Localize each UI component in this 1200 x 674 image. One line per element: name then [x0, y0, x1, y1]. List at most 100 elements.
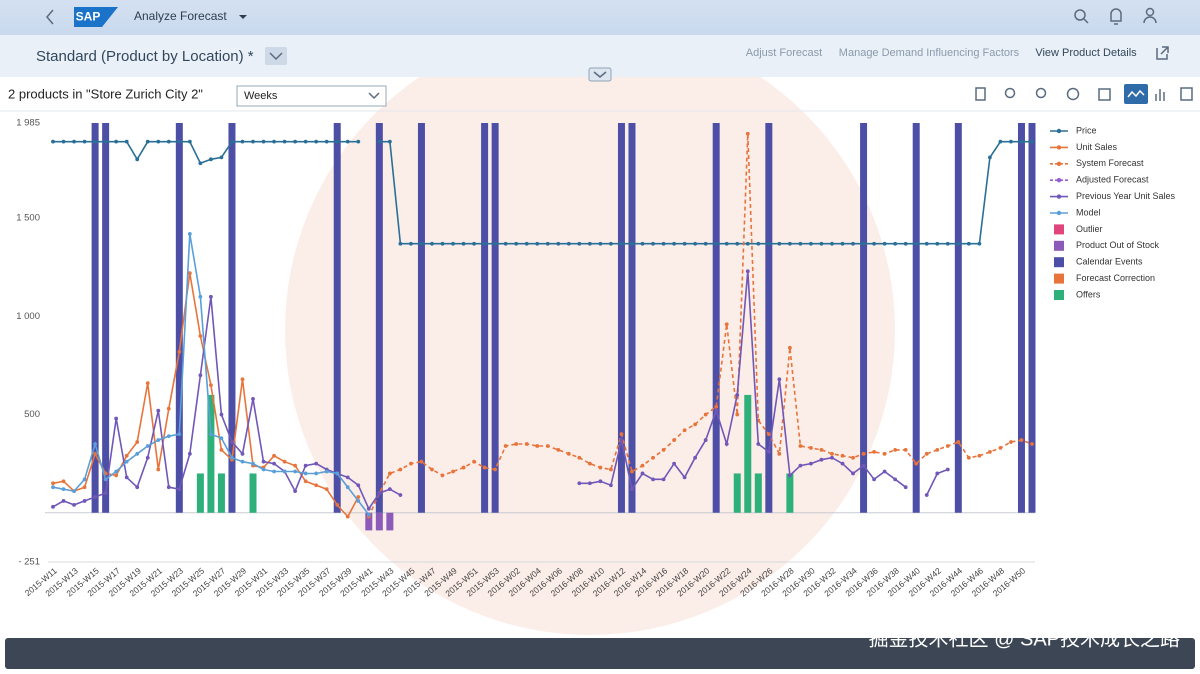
point — [882, 241, 887, 246]
point — [366, 506, 371, 511]
period-value: Weeks — [244, 90, 278, 102]
point — [440, 473, 445, 478]
bar — [491, 123, 499, 513]
point — [640, 471, 645, 476]
legend-dot — [1056, 194, 1062, 199]
point — [714, 404, 719, 409]
point — [787, 345, 792, 350]
point — [135, 485, 140, 490]
point — [619, 438, 624, 442]
point — [345, 514, 350, 519]
action-link[interactable]: View Product Details — [1035, 47, 1137, 59]
search-icon[interactable] — [1074, 9, 1086, 21]
bar — [765, 123, 773, 513]
point — [366, 512, 371, 517]
point — [872, 477, 876, 482]
point — [251, 139, 255, 144]
app-title[interactable]: Analyze Forecast — [134, 9, 227, 23]
point — [209, 157, 213, 162]
user-icon[interactable] — [1145, 7, 1155, 17]
zoom-out[interactable] — [1035, 87, 1047, 99]
point — [356, 483, 361, 488]
point — [493, 467, 498, 472]
point — [124, 459, 129, 464]
point — [219, 412, 224, 417]
variant-button[interactable] — [265, 47, 287, 65]
point — [251, 461, 255, 466]
point — [230, 440, 234, 444]
point — [598, 241, 603, 246]
point — [935, 447, 940, 452]
point — [303, 139, 308, 144]
point — [335, 139, 340, 144]
zoom-in[interactable] — [1004, 87, 1016, 99]
point — [672, 241, 676, 246]
legend-label: System Forecast — [1076, 158, 1144, 168]
point — [240, 139, 245, 144]
point — [166, 485, 171, 490]
legend-dot — [1056, 161, 1062, 166]
back-button[interactable] — [46, 9, 54, 25]
point — [303, 463, 308, 468]
point — [798, 444, 803, 448]
legend-dot — [1056, 178, 1062, 183]
point — [619, 241, 624, 246]
action-link[interactable]: Adjust Forecast — [746, 47, 822, 59]
point — [124, 475, 129, 480]
line-view-button[interactable] — [1124, 84, 1148, 104]
table-toggle[interactable] — [975, 87, 986, 101]
point — [272, 469, 276, 474]
share-icon[interactable] — [1156, 46, 1169, 60]
point — [103, 139, 108, 144]
point — [630, 487, 634, 492]
point — [187, 139, 192, 144]
variant-title[interactable]: Standard (Product by Location) * — [36, 48, 254, 65]
period-select[interactable] — [236, 85, 387, 107]
point — [640, 463, 645, 468]
point — [966, 241, 971, 246]
title-dropdown[interactable] — [239, 15, 247, 19]
point — [672, 461, 676, 466]
point — [356, 499, 361, 503]
bell-icon[interactable] — [1110, 8, 1122, 25]
action-link[interactable]: Manage Demand Influencing Factors — [839, 47, 1020, 59]
bar — [481, 123, 489, 513]
bar-view[interactable] — [1155, 89, 1165, 101]
fullscreen[interactable] — [1098, 88, 1111, 101]
point — [114, 469, 119, 474]
point — [219, 447, 224, 452]
point — [335, 502, 340, 507]
point — [619, 432, 624, 437]
point — [398, 241, 403, 246]
point — [156, 408, 161, 413]
point — [987, 155, 992, 160]
bar — [207, 394, 215, 513]
point — [672, 438, 676, 442]
point — [198, 373, 203, 378]
grid-view[interactable] — [1180, 87, 1193, 101]
bar — [375, 512, 383, 531]
collapse-button[interactable] — [588, 67, 612, 82]
bar — [91, 123, 99, 513]
point — [787, 473, 792, 478]
point — [503, 444, 508, 448]
point — [903, 447, 908, 452]
point — [272, 453, 276, 458]
point — [314, 483, 319, 488]
point — [409, 461, 413, 466]
point — [651, 455, 655, 460]
point — [987, 449, 992, 454]
settings[interactable] — [1066, 87, 1080, 101]
point — [893, 241, 898, 246]
point — [766, 241, 771, 246]
point — [114, 416, 119, 421]
bar — [375, 123, 383, 513]
point — [314, 461, 319, 466]
point — [577, 241, 582, 246]
legend-label: Offers — [1076, 289, 1101, 299]
point — [524, 241, 529, 246]
point — [198, 161, 203, 166]
point — [798, 241, 803, 246]
point — [451, 469, 455, 474]
